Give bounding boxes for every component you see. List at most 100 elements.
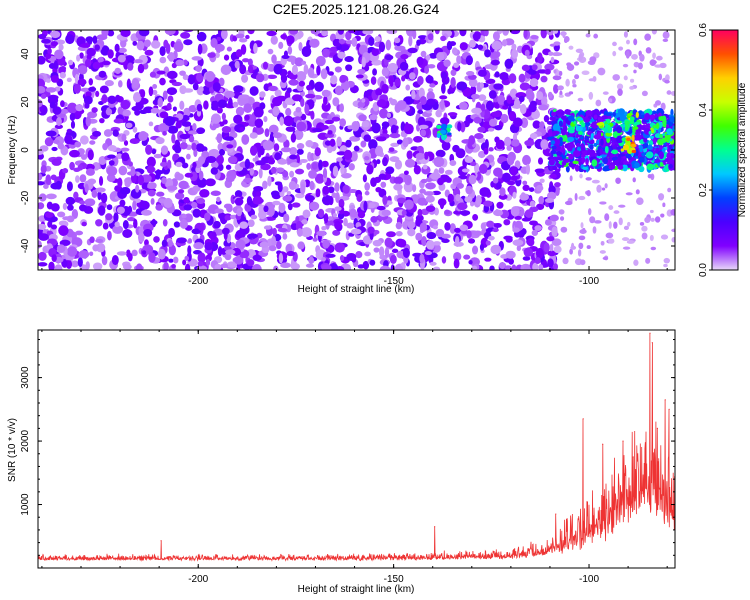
spectrogram-cell [449,223,457,234]
spectrogram-cell [571,78,576,85]
spectrogram-cell [427,88,434,93]
spectrogram-cell [85,116,92,127]
spectrogram-cell [382,157,388,167]
spectrogram-cell [92,130,102,137]
spectrogram-cell [47,47,52,55]
spectrogram-cell [75,175,80,183]
spectrogram-cell [679,115,684,121]
spectrogram-cell [554,182,561,188]
spectrogram-cell [588,208,592,216]
spectrogram-cell [287,46,293,55]
spectrogram-cell [674,126,675,130]
spectrogram-cell [677,111,683,118]
spectrogram-cell [208,148,220,158]
spectrogram-cell [608,221,612,229]
spectrogram-cell [499,71,509,81]
spectrogram-cell [485,240,491,246]
spectrogram-cell [642,148,648,153]
spectrogram-cell [502,30,510,36]
spectrogram-cell [469,161,477,167]
spectrogram-cell [143,39,151,48]
spectrogram-cell [580,222,584,229]
spectrogram-cell [204,212,211,222]
spectrogram-cell [272,132,283,139]
spectrogram-cell [541,96,548,106]
spectrogram-cell [330,75,338,85]
spectrogram-cell [477,126,486,133]
spectrogram-cell [375,136,387,142]
spectrogram-cell [308,256,315,265]
spectrogram-cell [456,81,468,91]
spectrogram-cell [116,206,125,214]
spectrogram-cell [86,47,96,57]
spectrogram-cell [50,75,60,83]
spectrogram-cell [296,121,307,132]
spectrogram-cell [465,70,475,76]
snr-peak-point [434,526,436,528]
spectrogram-cell [626,163,631,168]
spectrogram-cell [81,221,87,227]
spectrogram-cell [622,63,629,68]
spectrogram-cell [651,30,657,35]
spectrogram-cell [506,145,512,151]
spectrogram-cell [593,142,598,147]
spectrogram-cell [269,131,275,143]
spectrogram-cell [287,203,293,211]
spectrogram-cell [540,139,549,150]
spectrogram-cell [402,137,409,148]
spectrogram-cell [345,30,352,41]
spectrogram-cell [424,151,429,160]
spectrogram-cell [85,261,90,270]
spectrogram-cell [92,244,99,252]
spectrogram-cell [459,210,471,216]
spectrogram-cell [552,123,561,132]
spectrogram-cell [241,58,250,63]
spectrogram-cell [639,145,644,153]
spectrogram-cell [38,251,47,261]
spectrogram-cell [581,156,586,164]
spectrogram-cell [426,239,435,250]
spectrogram-cell [612,41,617,47]
spectrogram-cell [560,128,567,136]
spectrogram-cell [318,159,323,171]
spectrogram-cell [198,86,204,93]
spectrogram-cell [91,189,98,198]
spectrogram-cell [321,48,330,58]
spectrogram-cell [128,161,133,167]
spectrogram-cell [340,172,352,179]
spectrogram-cell [679,111,686,114]
spectrogram-cell [381,67,389,77]
spectrogram-cell [370,177,377,187]
spectrogram-cell [459,224,469,231]
spectrogram-cell [296,143,305,150]
spectrogram-cell [578,53,583,61]
spectrogram-cell [394,159,403,170]
spectrogram-cell [593,220,602,224]
spectrogram-cell [171,81,183,87]
spectrogram-cell [146,156,156,168]
spectrogram-cell [38,33,47,40]
spectrogram-cell [417,197,428,206]
spectrogram-cell [666,124,670,128]
spectrogram-cell [488,118,498,127]
spectrogram-cell [608,165,616,170]
spectrogram-cell [278,252,284,264]
spectrogram-cell [522,184,530,192]
spectrogram-cell [583,117,590,123]
spectrogram-cell [558,94,564,98]
spectrogram-cell [226,261,238,268]
spectrogram-cell [590,139,595,144]
spectrogram-cell [38,172,43,181]
spectrogram-cell [613,221,618,229]
spectrogram-cell [444,209,451,215]
spectrogram-cell [612,74,621,81]
spectrogram-cell [234,190,243,198]
spectrogram-cell [556,163,561,168]
spectrogram-cell [256,232,263,239]
spectrogram-cell [270,190,280,197]
spectrogram-cell [268,245,277,252]
spectrogram-cell [536,203,545,210]
spectrogram-cell [50,41,59,47]
spectrogram-cell [394,37,401,44]
